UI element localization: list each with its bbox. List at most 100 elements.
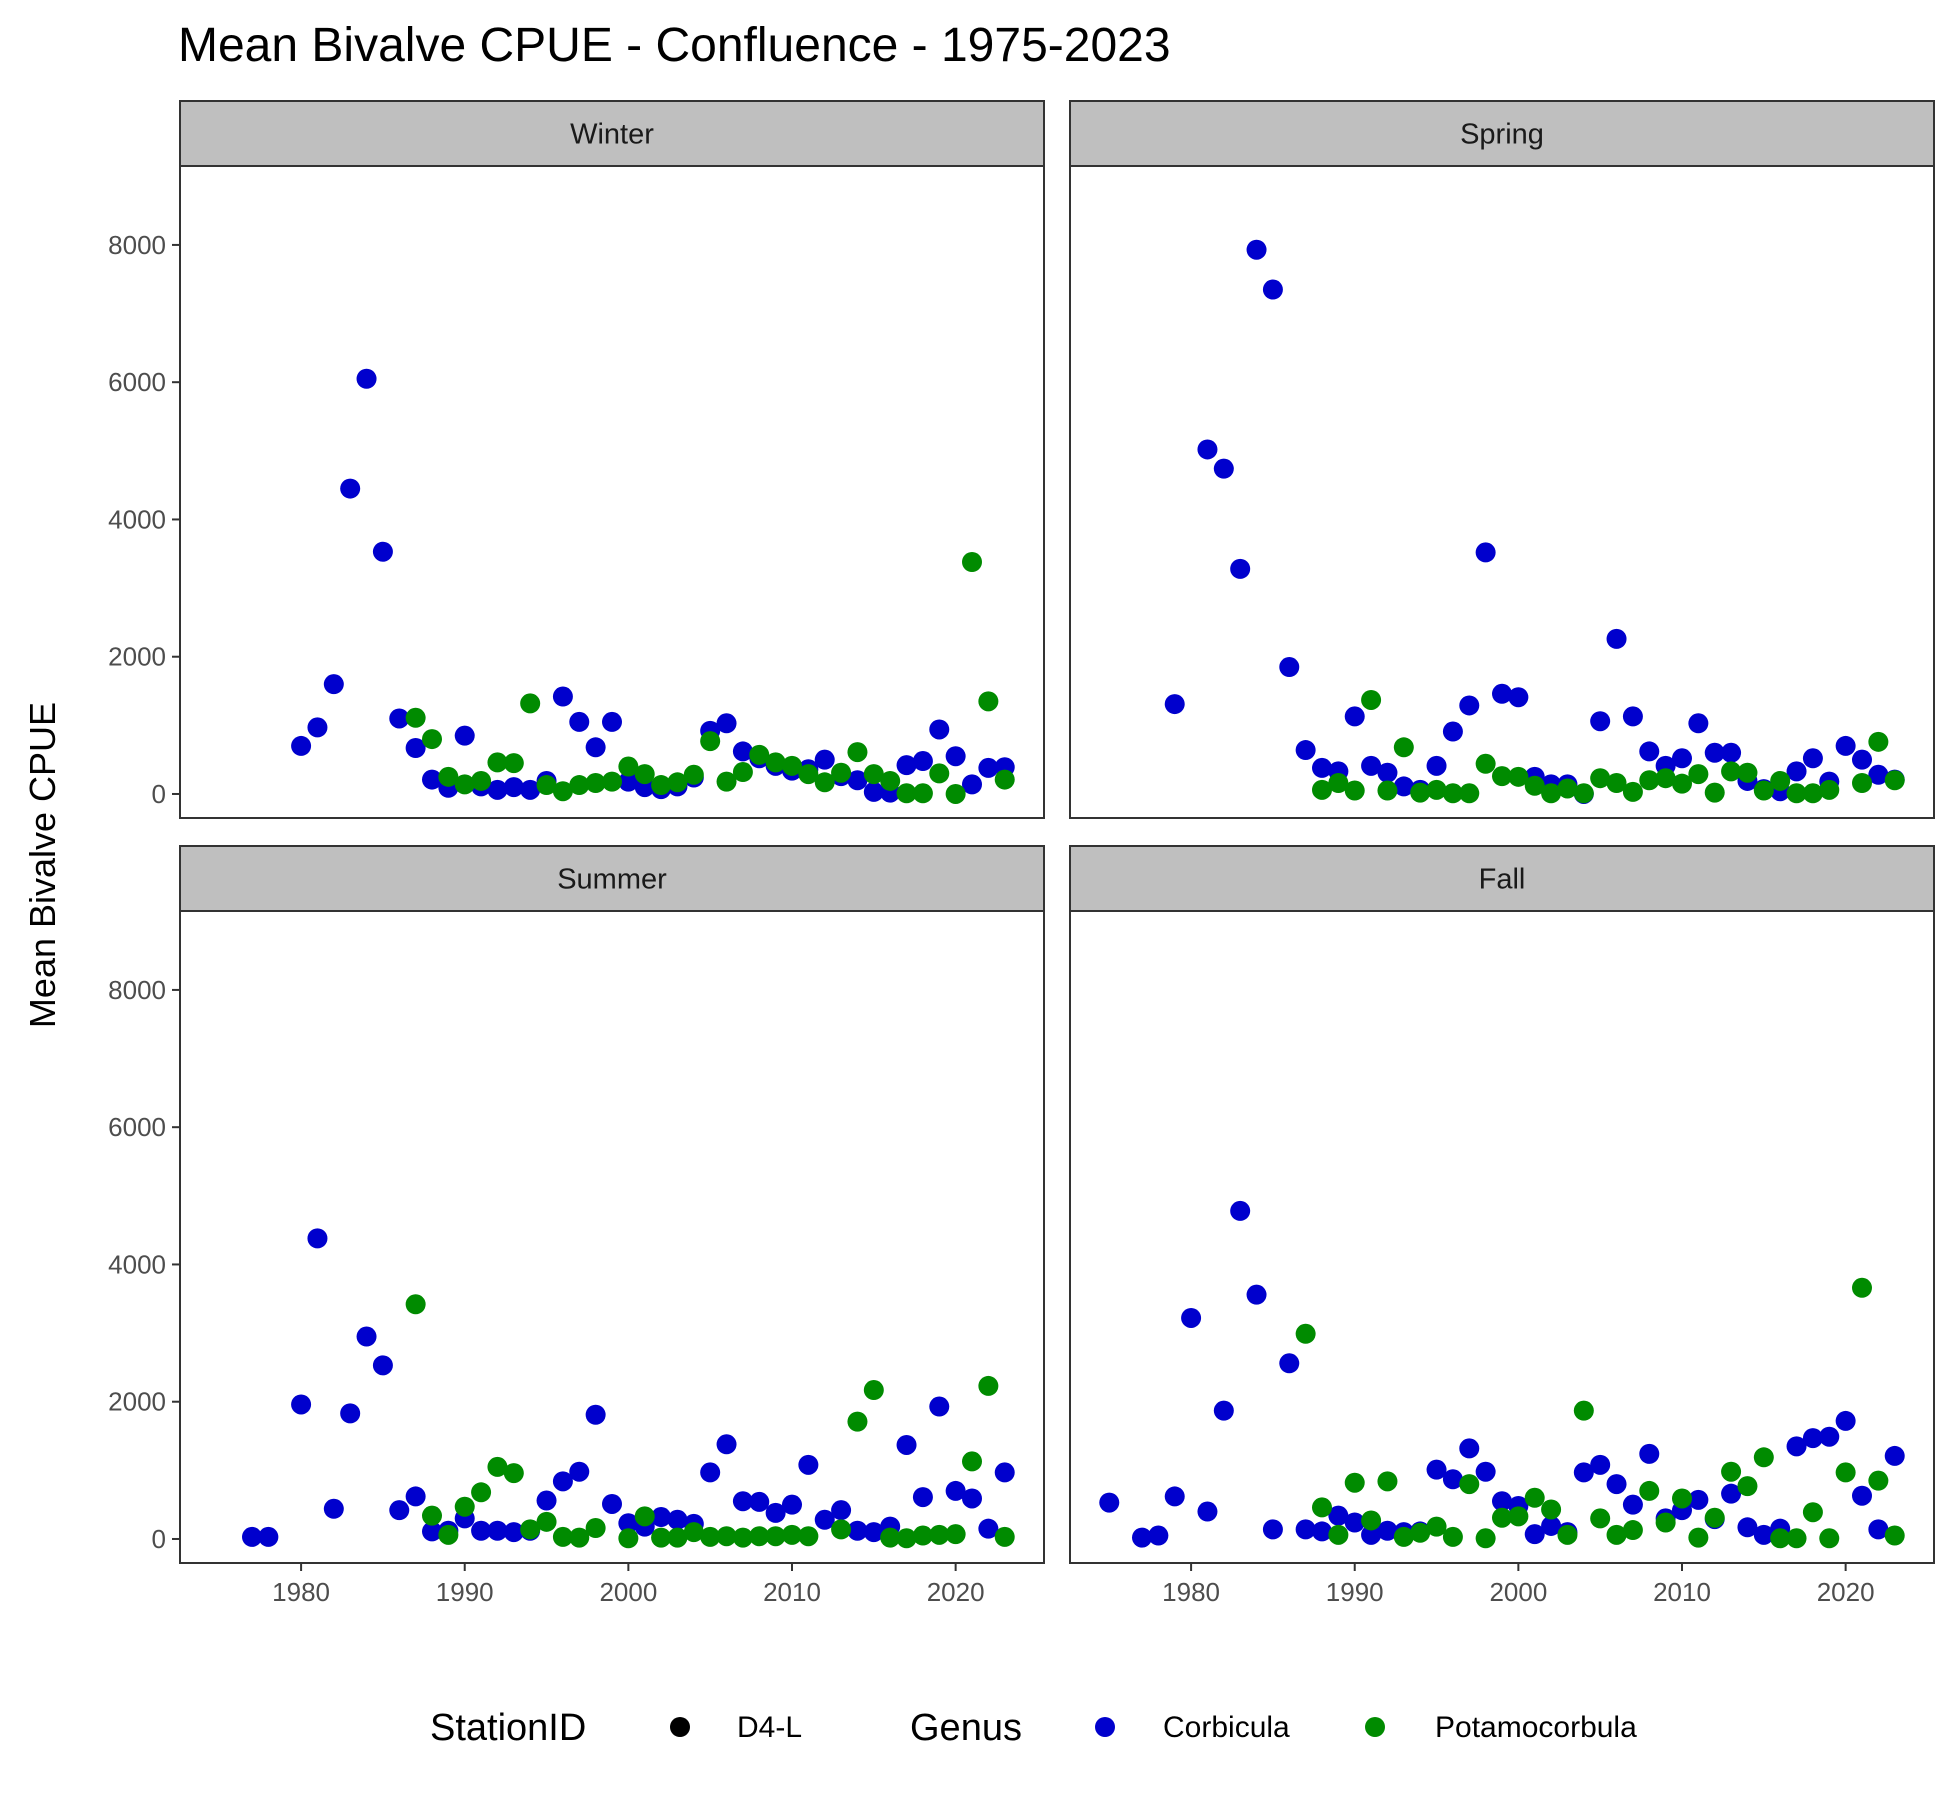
point-spring-potamocorbula-1998	[1475, 753, 1496, 774]
point-spring-potamocorbula-2015	[1753, 780, 1774, 801]
point-winter-potamocorbula-2011	[798, 764, 819, 785]
y-tick-label: 6000	[108, 1112, 166, 1142]
point-summer-corbicula-2005	[700, 1462, 721, 1483]
point-fall-potamocorbula-2007	[1622, 1520, 1643, 1541]
x-tick-label: 1990	[1326, 1577, 1384, 1607]
point-winter-corbicula-2006	[716, 713, 737, 734]
point-winter-potamocorbula-1995	[536, 775, 557, 796]
point-winter-corbicula-2019	[929, 719, 950, 740]
point-winter-corbicula-2012	[814, 749, 835, 770]
point-winter-corbicula-2014	[847, 770, 868, 791]
point-winter-corbicula-1988	[422, 769, 442, 790]
x-tick-label: 1990	[436, 1577, 494, 1607]
point-winter-corbicula-2021	[962, 774, 982, 795]
point-summer-corbicula-2022	[978, 1518, 999, 1539]
point-spring-corbicula-2011	[1688, 713, 1709, 734]
point-fall-potamocorbula-1989	[1328, 1524, 1349, 1545]
point-winter-corbicula-1986	[389, 708, 410, 729]
point-spring-potamocorbula-2023	[1884, 770, 1905, 791]
point-fall-corbicula-2017	[1786, 1436, 1807, 1457]
point-fall-corbicula-1975	[1099, 1492, 1120, 1513]
point-spring-potamocorbula-1990	[1344, 780, 1365, 801]
point-winter-corbicula-2007	[732, 741, 753, 762]
point-summer-potamocorbula-2016	[880, 1527, 901, 1548]
point-winter-corbicula-2015	[863, 781, 884, 802]
point-summer-potamocorbula-2000	[618, 1528, 639, 1549]
point-summer-potamocorbula-2003	[667, 1527, 688, 1548]
point-summer-potamocorbula-2010	[782, 1524, 802, 1545]
point-summer-corbicula-1998	[585, 1404, 606, 1425]
point-fall-potamocorbula-2005	[1590, 1508, 1611, 1529]
point-winter-potamocorbula-2018	[912, 783, 933, 804]
point-fall-corbicula-2020	[1835, 1410, 1856, 1431]
point-spring-corbicula-1999	[1492, 683, 1512, 704]
point-fall-potamocorbula-2006	[1606, 1524, 1627, 1545]
point-fall-potamocorbula-2011	[1688, 1527, 1709, 1548]
point-summer-potamocorbula-2021	[962, 1451, 982, 1472]
point-winter-potamocorbula-2021	[962, 552, 982, 573]
point-summer-potamocorbula-2007	[732, 1527, 753, 1548]
panel-border-winter	[179, 165, 1045, 819]
point-fall-potamocorbula-2003	[1557, 1524, 1578, 1545]
point-spring-potamocorbula-2016	[1770, 770, 1791, 791]
y-tick-label: 6000	[108, 367, 166, 397]
point-winter-corbicula-2000	[618, 771, 639, 792]
point-fall-potamocorbula-2019	[1819, 1528, 1840, 1549]
point-fall-corbicula-1988	[1312, 1521, 1332, 1542]
point-winter-potamocorbula-2017	[896, 783, 917, 804]
point-summer-potamocorbula-1991	[471, 1482, 492, 1503]
point-fall-corbicula-2013	[1721, 1483, 1742, 1504]
point-winter-corbicula-2022	[978, 757, 999, 778]
point-spring-potamocorbula-2013	[1721, 761, 1742, 782]
point-spring-corbicula-1993	[1393, 776, 1414, 797]
point-winter-corbicula-1984	[356, 368, 377, 389]
point-summer-corbicula-2006	[716, 1434, 737, 1455]
point-spring-potamocorbula-2018	[1802, 783, 1823, 804]
point-winter-potamocorbula-2012	[814, 772, 835, 793]
point-spring-potamocorbula-1996	[1442, 783, 1463, 804]
point-spring-potamocorbula-2011	[1688, 764, 1709, 785]
point-winter-potamocorbula-2004	[683, 764, 704, 785]
point-winter-potamocorbula-2001	[634, 764, 655, 785]
point-fall-corbicula-2008	[1639, 1443, 1660, 1464]
panel-fall	[1070, 911, 1934, 1563]
point-summer-corbicula-1977	[242, 1526, 262, 1547]
point-fall-potamocorbula-2010	[1672, 1488, 1692, 1509]
point-summer-corbicula-1991	[471, 1520, 492, 1541]
point-summer-potamocorbula-2004	[683, 1522, 704, 1543]
x-tick-label: 2010	[1653, 1577, 1711, 1607]
point-winter-corbicula-2018	[912, 751, 933, 772]
point-fall-potamocorbula-2009	[1655, 1512, 1676, 1533]
point-winter-potamocorbula-2015	[863, 764, 884, 785]
legend-key-potamocorbula	[1365, 1717, 1385, 1737]
panel-border-spring	[1069, 165, 1935, 819]
strip-label-fall: Fall	[1479, 864, 1526, 896]
point-winter-potamocorbula-2020	[945, 783, 966, 804]
point-fall-corbicula-2018	[1802, 1428, 1823, 1449]
point-fall-potamocorbula-1993	[1393, 1526, 1414, 1547]
point-fall-corbicula-1989	[1328, 1505, 1349, 1526]
point-spring-corbicula-2005	[1590, 711, 1611, 732]
point-fall-potamocorbula-1995	[1426, 1516, 1447, 1537]
point-spring-potamocorbula-1995	[1426, 779, 1447, 800]
point-spring-potamocorbula-2003	[1557, 778, 1578, 799]
panel-border-fall	[1069, 910, 1935, 1564]
point-spring-potamocorbula-2022	[1868, 731, 1889, 752]
point-summer-potamocorbula-2011	[798, 1526, 819, 1547]
point-spring-potamocorbula-1988	[1312, 779, 1332, 800]
point-summer-potamocorbula-1993	[503, 1463, 524, 1484]
point-fall-corbicula-1991	[1361, 1524, 1382, 1545]
point-spring-corbicula-2017	[1786, 761, 1807, 782]
point-spring-potamocorbula-2004	[1573, 783, 1594, 804]
point-fall-corbicula-1979	[1164, 1486, 1185, 1507]
point-fall-corbicula-2011	[1688, 1489, 1709, 1510]
point-fall-corbicula-1986	[1279, 1353, 1300, 1374]
point-summer-corbicula-1993	[503, 1522, 524, 1543]
point-winter-corbicula-1999	[602, 711, 622, 732]
point-spring-corbicula-2018	[1802, 748, 1823, 769]
point-spring-potamocorbula-1994	[1410, 782, 1431, 803]
point-winter-potamocorbula-1997	[569, 775, 590, 796]
point-spring-corbicula-1998	[1475, 542, 1496, 563]
point-fall-potamocorbula-2015	[1753, 1447, 1774, 1468]
point-winter-potamocorbula-2005	[700, 731, 721, 752]
